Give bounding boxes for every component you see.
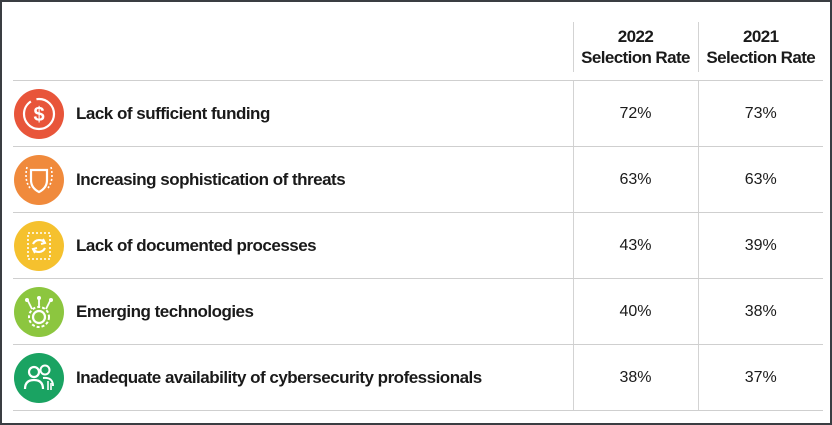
header-blank: [13, 22, 573, 72]
header-2022-sub: Selection Rate: [581, 48, 690, 67]
row-label: Inadequate availability of cybersecurity…: [76, 367, 482, 387]
table-row: Emerging technologies 40% 38%: [13, 278, 823, 345]
row-label-cell: Inadequate availability of cybersecurity…: [13, 344, 573, 411]
value-2022: 63%: [572, 146, 698, 213]
header-2022: 2022 Selection Rate: [572, 22, 698, 72]
header-2021-sub: Selection Rate: [706, 48, 816, 67]
value-2022: 43%: [572, 212, 698, 279]
value-2022: 40%: [572, 278, 698, 345]
row-label-cell: Emerging technologies: [13, 278, 573, 345]
table-row: Inadequate availability of cybersecurity…: [13, 344, 823, 411]
shield-icon: [14, 154, 64, 205]
challenges-table: 2022 Selection Rate 2021 Selection Rate: [13, 22, 823, 411]
circuit-gear-icon: [14, 286, 64, 337]
row-label: Lack of sufficient funding: [76, 103, 270, 123]
header-row: 2022 Selection Rate 2021 Selection Rate: [13, 22, 823, 72]
row-label-cell: Lack of documented processes: [13, 212, 573, 279]
row-label: Lack of documented processes: [76, 235, 317, 255]
document-cycle-icon: [14, 220, 64, 271]
row-label-cell: $ Lack of sufficient funding: [13, 80, 573, 147]
row-label: Emerging technologies: [76, 301, 254, 321]
row-label-cell: Increasing sophistication of threats: [13, 146, 573, 213]
header-2021-year: 2021: [743, 27, 779, 46]
people-icon: [14, 352, 64, 403]
row-label: Increasing sophistication of threats: [76, 169, 346, 189]
value-2021: 37%: [697, 344, 823, 411]
value-2021: 39%: [697, 212, 823, 279]
value-2021: 63%: [697, 146, 823, 213]
table-row: Increasing sophistication of threats 63%…: [13, 146, 823, 213]
value-2021: 38%: [697, 278, 823, 345]
value-2022: 38%: [572, 344, 698, 411]
header-2022-year: 2022: [617, 27, 654, 46]
header-2021: 2021 Selection Rate: [697, 22, 823, 72]
value-2021: 73%: [697, 80, 823, 147]
dollar-icon: $: [14, 88, 64, 139]
svg-text:$: $: [33, 104, 44, 126]
table-row: Lack of documented processes 43% 39%: [13, 212, 823, 279]
value-2022: 72%: [572, 80, 698, 147]
table-row: $ Lack of sufficient funding 72% 73%: [13, 80, 823, 147]
